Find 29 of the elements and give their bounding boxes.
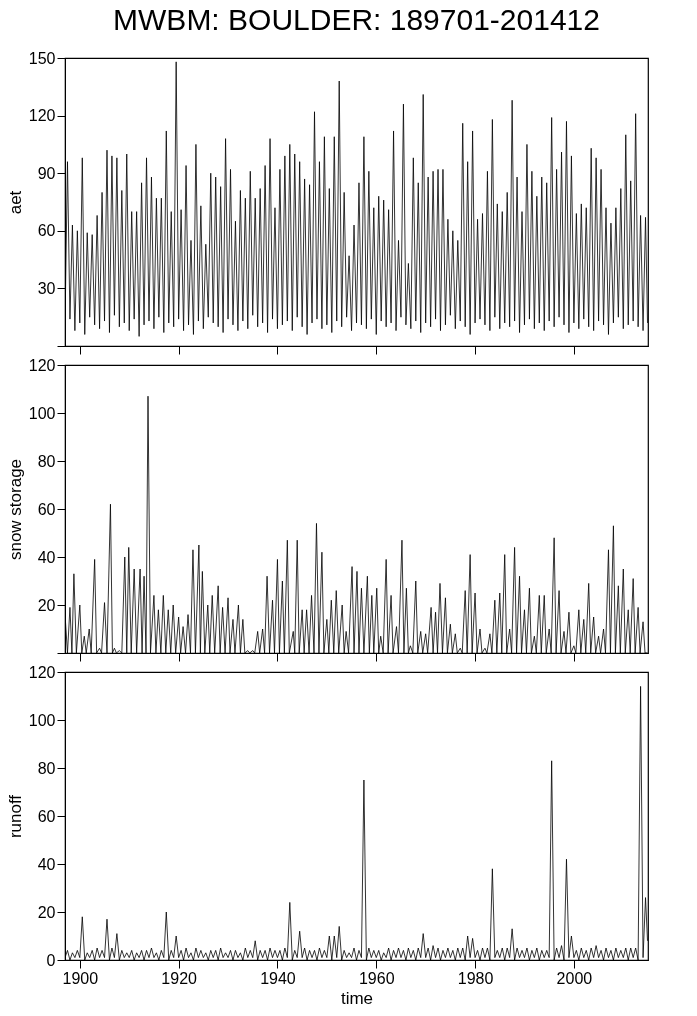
x-axis-title: time: [340, 988, 374, 1008]
y-tick-label: 40: [37, 855, 56, 873]
y-tick-label: 30: [37, 279, 56, 297]
y-tick-label: 120: [28, 663, 56, 681]
y-tick-label: 40: [37, 548, 56, 566]
x-tick-label: 1900: [62, 969, 99, 987]
y-tick-label: 150: [28, 49, 56, 67]
y-tick-label: 120: [28, 107, 56, 125]
y-tick-label: 20: [37, 903, 56, 921]
y-tick-label: 120: [28, 356, 56, 374]
x-tick-label: 1940: [260, 969, 296, 987]
chart-title: MWBM: BOULDER: 189701-201412: [113, 3, 600, 36]
y-tick-label: 60: [37, 807, 56, 825]
y-tick-label: 60: [37, 222, 56, 240]
y-axis-title: snow storage: [5, 458, 25, 561]
y-tick-label: 100: [28, 711, 56, 729]
y-axis-title: runoff: [5, 794, 25, 839]
y-tick-label: 80: [37, 452, 56, 470]
x-tick-label: 1920: [161, 969, 198, 987]
y-axis-title: aet: [5, 190, 25, 215]
x-tick-label: 2000: [556, 969, 593, 987]
y-tick-label: 60: [37, 500, 56, 518]
y-tick-label: 80: [37, 759, 56, 777]
y-tick-label: 20: [37, 596, 56, 614]
y-tick-label: 90: [37, 164, 56, 182]
x-tick-label: 1960: [358, 969, 395, 987]
y-tick-label: 0: [46, 951, 56, 969]
x-tick-label: 1980: [457, 969, 494, 987]
y-tick-label: 100: [28, 404, 56, 422]
